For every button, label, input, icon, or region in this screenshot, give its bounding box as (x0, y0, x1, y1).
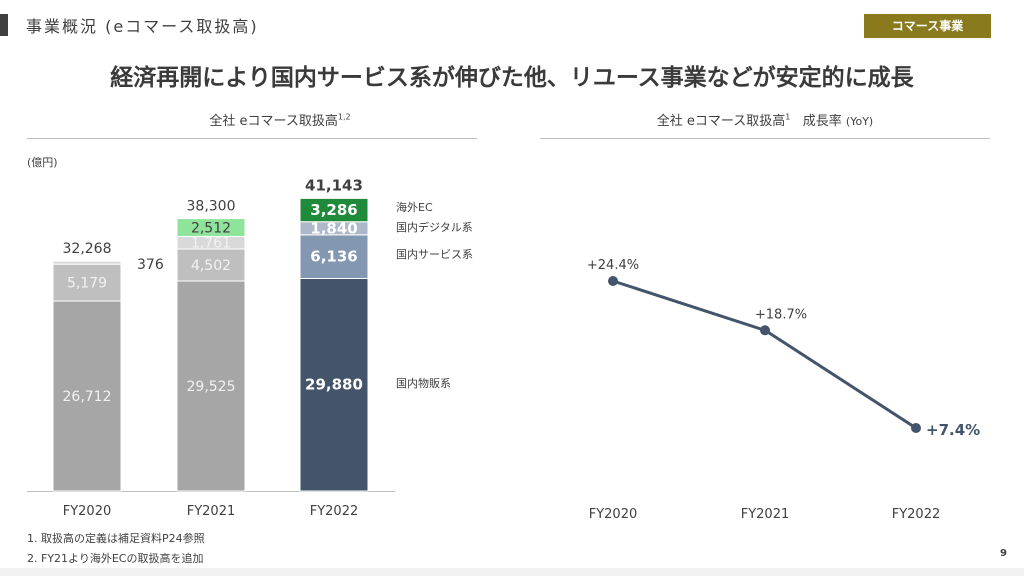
bar-segment-FY2022-3 (299, 197, 369, 223)
bar-chart-title: 全社 eコマース取扱高1,2 (80, 110, 480, 129)
bar-segment-FY2022-0 (299, 277, 369, 492)
x-tick-label: FY2020 (589, 507, 638, 522)
total-label: 38,300 (187, 199, 236, 215)
x-tick-label: FY2021 (741, 507, 790, 522)
data-label: +18.7% (755, 307, 807, 322)
line-chart-title-unit: (YoY) (845, 115, 874, 128)
data-point-FY2021 (760, 325, 770, 336)
data-label: 376 (137, 257, 164, 273)
section-title: 事業概況 (eコマース取扱高) (26, 17, 259, 36)
x-tick-label: FY2022 (310, 504, 359, 519)
x-tick-label: FY2020 (63, 504, 112, 519)
total-label: 32,268 (63, 241, 112, 257)
page-number: 9 (1000, 548, 1007, 559)
bar-chart-title-sup: 1,2 (337, 112, 351, 122)
data-point-FY2022 (911, 423, 921, 433)
segment-badge: コマース事業 (864, 14, 991, 38)
data-label: 4,502 (191, 258, 231, 274)
footer-band (0, 568, 1024, 576)
data-label: 6,136 (310, 248, 357, 266)
growth-line (612, 279, 917, 430)
data-label: 3,286 (310, 201, 357, 219)
footnote-1: 1. 取扱高の定義は補足資料P24参照 (27, 532, 205, 545)
divider (540, 138, 990, 139)
legend-1: 国内サービス系 (396, 247, 473, 261)
y-unit-label: (億円) (27, 156, 58, 169)
data-label: +24.4% (587, 258, 639, 273)
data-label: 26,712 (63, 389, 112, 405)
line-chart-title: 全社 eコマース取扱高1 成長率 (YoY) (540, 110, 990, 129)
bar-segment-FY2021-1 (176, 248, 246, 282)
bar-segment-FY2022-1 (299, 234, 369, 279)
data-label: 29,880 (305, 376, 363, 394)
data-label: +7.4% (926, 421, 980, 439)
bar-segment-FY2021-0 (176, 280, 246, 492)
section-marker (0, 14, 8, 36)
data-label: 1,761 (191, 236, 231, 252)
line-chart-title-text: 全社 eコマース取扱高 (656, 114, 786, 129)
headline: 経済再開により国内サービス系が伸びた他、リユース事業などが安定的に成長 (110, 65, 914, 91)
bar-segment-FY2020-2 (52, 260, 122, 265)
data-label: 2,512 (191, 221, 231, 237)
bar-segment-FY2020-1 (52, 263, 122, 302)
line-chart-title-sup: 1 (785, 112, 791, 122)
x-tick-label: FY2021 (187, 504, 236, 519)
bar-chart-title-text: 全社 eコマース取扱高 (209, 114, 338, 129)
legend-3: 海外EC (396, 200, 433, 214)
data-label: 1,840 (310, 219, 357, 237)
divider (27, 138, 477, 139)
footnote-2: 2. FY21より海外ECの取扱高を追加 (27, 552, 204, 565)
legend-2: 国内デジタル系 (396, 220, 473, 234)
legend-0: 国内物販系 (396, 376, 451, 390)
line-chart-title-suffix: 成長率 (802, 114, 842, 129)
total-label: 41,143 (305, 176, 363, 194)
bar-segment-FY2021-3 (176, 218, 246, 237)
bar-segment-FY2020-0 (52, 300, 122, 492)
data-label: 5,179 (67, 276, 107, 292)
data-label: 29,525 (187, 379, 236, 395)
data-point-FY2020 (608, 276, 618, 286)
x-tick-label: FY2022 (892, 507, 941, 522)
